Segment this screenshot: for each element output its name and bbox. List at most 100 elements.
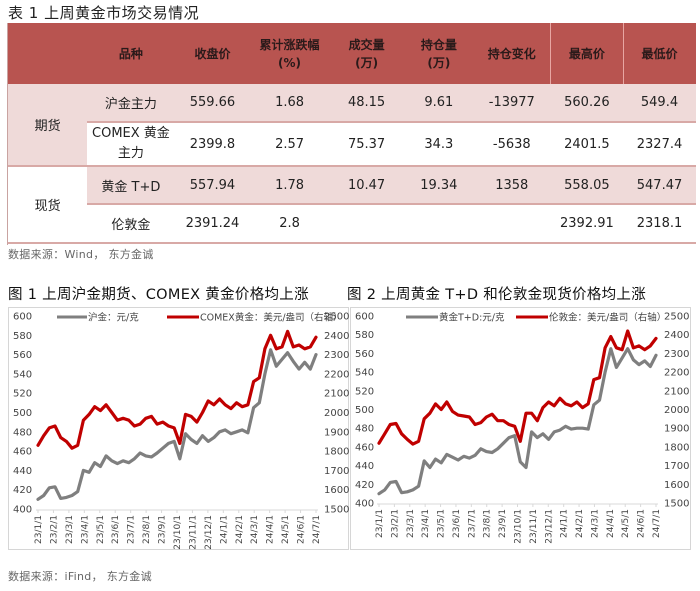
x-axis-tick: 23/3/1: [65, 515, 75, 544]
x-axis-tick: 23/5/1: [96, 515, 106, 544]
x-axis-tick: 23/1/1: [34, 515, 44, 544]
cell-variety: 伦敦金: [87, 204, 175, 244]
left-axis-tick: 420: [355, 480, 374, 491]
left-axis-tick: 500: [13, 408, 32, 419]
left-axis-tick: 500: [355, 405, 374, 416]
x-axis-tick: 24/3/1: [590, 509, 600, 538]
chart1: 400 420 440 460 480 500 520 540 560 580 600 1500 160…: [8, 307, 349, 550]
table-row: COMEX 黄金 主力 2399.8 2.57 75.37 34.3 -5638 …: [8, 122, 696, 167]
left-axis-tick: 480: [13, 427, 32, 438]
x-axis-tick: 24/6/1: [637, 509, 647, 538]
figure2-title: 图 2 上周黄金 T+D 和伦敦金现货价格均上涨: [347, 287, 647, 303]
red-series-line: [377, 329, 658, 446]
x-axis-tick: 24/3/1: [250, 515, 260, 544]
x-axis-tick: 23/1/1: [375, 509, 385, 538]
right-axis-tick: 2300: [324, 350, 349, 361]
header-high: 最高价: [550, 23, 625, 84]
cell-open-interest: 19.34: [404, 166, 474, 205]
x-axis-tick: 24/2/1: [575, 509, 585, 538]
right-axis-tick: 1800: [664, 442, 689, 453]
table-row: 伦敦金 2391.24 2.8 2392.91 2318.1: [8, 204, 696, 244]
grey-series-line: [377, 347, 658, 496]
x-axis-tick: 23/8/1: [483, 509, 493, 538]
header-volume: 成交量 (万): [328, 23, 405, 84]
left-axis-tick: 580: [355, 330, 374, 341]
cell-open-interest: [404, 204, 474, 244]
cell-open-interest: 34.3: [404, 122, 474, 167]
table-left-border: [7, 23, 8, 245]
right-axis-tick: 1700: [664, 461, 689, 472]
right-axis-tick: 1500: [664, 499, 689, 510]
cell-oi-change: 1358: [473, 166, 551, 205]
x-axis-tick: 23/10/1: [514, 509, 524, 544]
table-source: 数据来源：Wind， 东方金诚: [8, 248, 154, 261]
cell-close: 557.94: [174, 166, 251, 205]
header-group: [8, 23, 88, 84]
right-axis-tick: 2100: [664, 386, 689, 397]
cell-low: 2327.4: [623, 122, 696, 167]
legend-label: 沪金：元/克: [88, 312, 139, 324]
left-axis-tick: 560: [13, 350, 32, 361]
right-axis-tick: 1900: [664, 424, 689, 435]
legend-label: 黄金T+D:元/克: [439, 312, 505, 324]
left-axis-tick: 600: [13, 312, 32, 323]
right-axis-tick: 1500: [324, 505, 349, 516]
x-axis-tick: 24/2/1: [235, 515, 245, 544]
x-axis-tick: 23/6/1: [111, 515, 121, 544]
cell-variety: 黄金 T+D: [87, 166, 175, 205]
cell-high: 2392.91: [550, 204, 624, 244]
left-axis-tick: 580: [13, 331, 32, 342]
x-axis-tick: 23/7/1: [467, 509, 477, 538]
left-axis-tick: 420: [13, 485, 32, 496]
right-axis-tick: 2500: [664, 312, 689, 323]
x-axis-tick: 23/7/1: [127, 515, 137, 544]
group-label-futures: 期货: [8, 84, 88, 167]
x-axis-tick: 24/7/1: [652, 509, 662, 538]
header-close: 收盘价: [174, 23, 251, 84]
x-axis-tick: 24/7/1: [312, 515, 322, 544]
legend-label: 伦敦金：美元/盎司（右轴）: [549, 312, 666, 324]
cell-high: 560.26: [550, 84, 624, 123]
right-axis-tick: 2500: [324, 312, 349, 323]
cell-volume: 10.47: [328, 166, 405, 205]
x-axis-tick: 23/4/1: [421, 509, 431, 538]
cell-oi-change: -5638: [473, 122, 551, 167]
x-axis-tick: 23/9/1: [498, 509, 508, 538]
x-axis-tick: 24/1/1: [219, 515, 229, 544]
cell-volume: 48.15: [328, 84, 405, 123]
left-axis-tick: 460: [13, 447, 32, 458]
cell-oi-change: -13977: [473, 84, 551, 123]
header-change-pct: 累计涨跌幅 (%): [250, 23, 330, 84]
left-axis-tick: 440: [13, 466, 32, 477]
x-axis-tick: 23/3/1: [406, 509, 416, 538]
cell-change-pct: 1.68: [250, 84, 329, 123]
grey-series-line: [36, 348, 318, 501]
right-axis-tick: 2400: [324, 331, 349, 342]
x-axis-tick: 24/5/1: [281, 515, 291, 544]
right-axis-tick: 2000: [664, 405, 689, 416]
right-axis-tick: 2100: [324, 389, 349, 400]
x-axis-tick: 23/6/1: [452, 509, 462, 538]
right-axis-tick: 1800: [324, 447, 349, 458]
left-axis-tick: 400: [13, 505, 32, 516]
x-axis-tick: 24/1/1: [560, 509, 570, 538]
table-header-row: 品种 收盘价 累计涨跌幅 (%) 成交量 (万) 持仓量 (万) 持仓变化 最高价 最…: [8, 23, 696, 84]
header-open-interest: 持仓量 (万): [404, 23, 474, 84]
header-low: 最低价: [623, 23, 696, 84]
left-axis-tick: 460: [355, 442, 374, 453]
x-axis-tick: 23/4/1: [80, 515, 90, 544]
left-axis-tick: 400: [355, 499, 374, 510]
table-row: 期货 沪金主力 559.66 1.68 48.15 9.61 -13977 56…: [8, 84, 696, 167]
cell-low: 547.47: [623, 166, 696, 205]
left-axis-tick: 480: [355, 424, 374, 435]
cell-high: 558.05: [550, 166, 624, 205]
x-axis-tick: 23/12/1: [204, 515, 214, 550]
header-oi-change: 持仓变化: [473, 23, 551, 84]
right-axis-tick: 2200: [664, 368, 689, 379]
cell-high: 2401.5: [550, 122, 624, 167]
right-axis-tick: 2300: [664, 349, 689, 360]
cell-low: 2318.1: [623, 204, 696, 244]
market-table: 品种 收盘价 累计涨跌幅 (%) 成交量 (万) 持仓量 (万) 持仓变化 最高价 最…: [8, 23, 696, 244]
x-axis-tick: 23/2/1: [390, 509, 400, 538]
right-axis-tick: 2200: [324, 369, 349, 380]
